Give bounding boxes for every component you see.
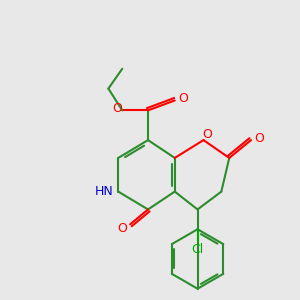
Text: O: O — [112, 102, 122, 115]
Text: O: O — [178, 92, 188, 105]
Text: HN: HN — [94, 185, 113, 198]
Text: O: O — [202, 128, 212, 141]
Text: O: O — [117, 222, 127, 235]
Text: Cl: Cl — [191, 243, 204, 256]
Text: O: O — [254, 132, 264, 145]
